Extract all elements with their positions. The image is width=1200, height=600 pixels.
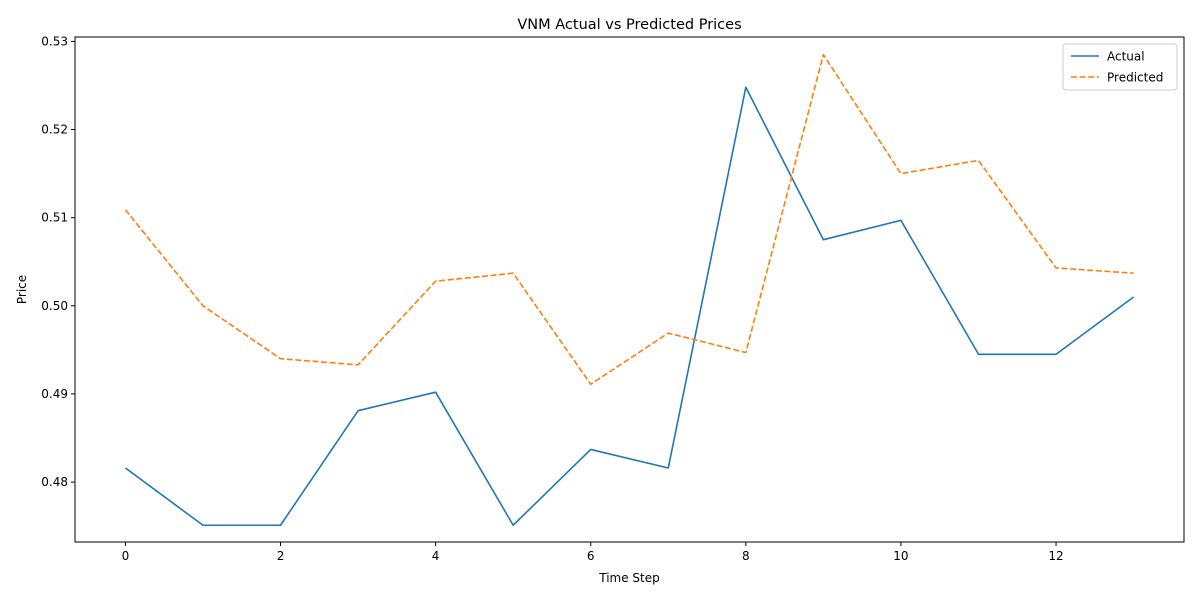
legend: Actual Predicted <box>1062 43 1178 91</box>
x-axis-ticks: 0 2 4 6 8 10 12 <box>122 542 1064 563</box>
plot-frame <box>74 36 1185 543</box>
x-axis-title: Time Step <box>598 571 660 585</box>
y-tick-label: 0.48 <box>41 475 68 489</box>
series-line-predicted <box>124 53 1134 386</box>
x-tick-label: 6 <box>587 549 595 563</box>
series-layer <box>124 53 1135 527</box>
y-tick-label: 0.50 <box>41 299 68 313</box>
y-tick-label: 0.52 <box>41 123 68 137</box>
chart-title: VNM Actual vs Predicted Prices <box>517 17 741 33</box>
x-tick-label: 4 <box>432 549 440 563</box>
y-axis-ticks: 0.48 0.49 0.50 0.51 0.52 0.53 <box>41 34 75 489</box>
y-tick-label: 0.51 <box>41 211 68 225</box>
x-tick-label: 10 <box>893 549 908 563</box>
x-tick-label: 8 <box>742 549 750 563</box>
legend-label-actual: Actual <box>1107 50 1145 64</box>
x-tick-label: 0 <box>122 549 130 563</box>
y-tick-label: 0.49 <box>41 387 68 401</box>
series-line-actual <box>124 86 1135 527</box>
y-tick-label: 0.53 <box>41 34 68 48</box>
legend-label-predicted: Predicted <box>1107 71 1163 85</box>
y-axis-title: Price <box>15 275 29 304</box>
x-tick-label: 2 <box>277 549 285 563</box>
x-tick-label: 12 <box>1048 549 1063 563</box>
